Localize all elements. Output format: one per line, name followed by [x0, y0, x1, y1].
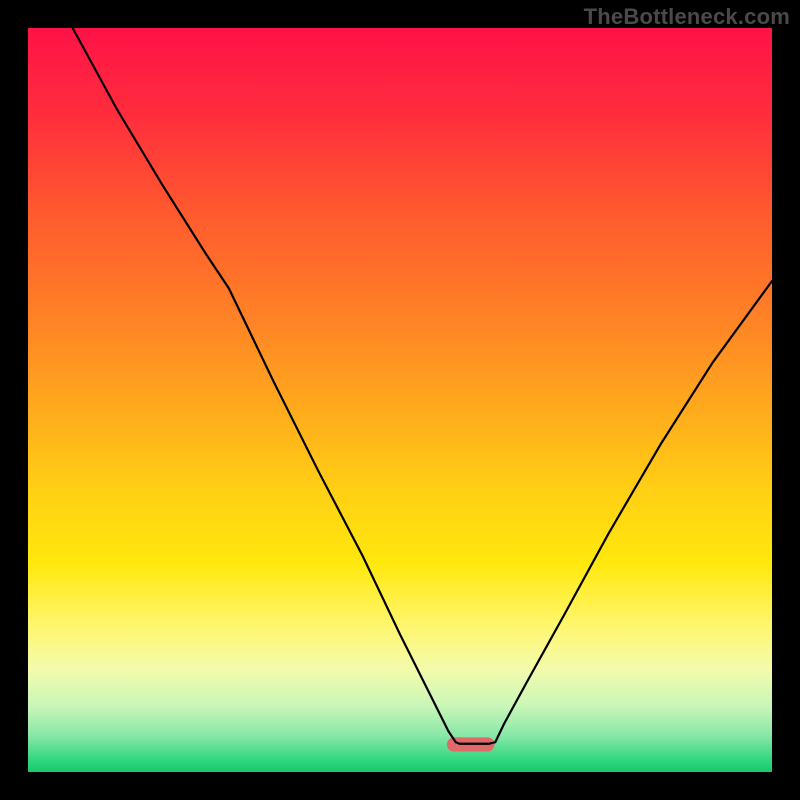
chart-background: [28, 28, 772, 772]
bottleneck-chart: [0, 0, 800, 800]
watermark-text: TheBottleneck.com: [584, 4, 790, 30]
